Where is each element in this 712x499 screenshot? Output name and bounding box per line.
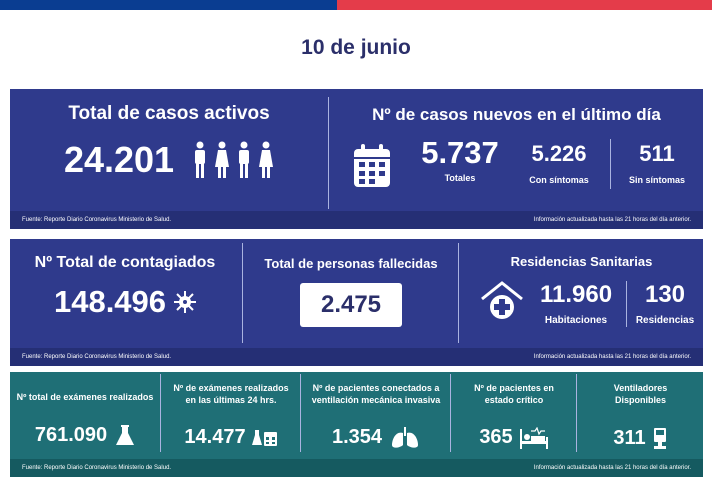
tests-24h-cell: Nº de exámenes realizados en las últimas…	[162, 372, 300, 449]
report-date: 10 de junio	[301, 36, 411, 59]
residencias-count-value: 130	[644, 281, 686, 308]
habitaciones: 11.960 Habitaciones	[530, 281, 622, 326]
panel-hospital: Nº total de exámenes realizados 761.090 …	[10, 372, 703, 477]
critical-title: Nº de pacientes en estado crítico	[474, 383, 554, 405]
flask-calendar-icon	[251, 429, 277, 446]
fallecidos-title: Total de personas fallecidas	[264, 256, 438, 271]
contagiados-cell: Nº Total de contagiados 148.496	[10, 239, 240, 320]
panel1-updated: Información actualizada hasta las 21 hor…	[533, 217, 691, 223]
panel3-divider-4	[576, 374, 577, 452]
contagiados-title: Nº Total de contagiados	[34, 254, 216, 271]
flask-icon	[116, 424, 135, 445]
panel2-divider-2	[458, 243, 459, 343]
panel3-updated: Información actualizada hasta las 21 hor…	[533, 465, 691, 471]
panel-totals: Nº Total de contagiados 148.496 Total de…	[10, 239, 703, 366]
new-no-symptoms: 511 Sin síntomas	[614, 141, 700, 185]
new-cases-subdivider	[610, 139, 611, 189]
ventilator-icon	[653, 428, 666, 449]
panel2-updated: Información actualizada hasta las 21 hor…	[533, 354, 691, 360]
panel3-divider-1	[160, 374, 161, 452]
tests-total-title: Nº total de exámenes realizados	[16, 392, 154, 402]
active-cases-title: Total de casos activos	[68, 103, 270, 124]
fallecidos-value: 2.475	[300, 283, 402, 327]
ventilators-cell: Ventiladores Disponibles 311	[578, 372, 703, 450]
house-medical-icon	[480, 279, 524, 326]
new-total: 5.737 Totales	[410, 135, 510, 183]
residencias-title: Residencias Sanitarias	[510, 254, 653, 269]
panel1-source: Fuente: Reporte Diario Coronavirus Minis…	[22, 217, 172, 223]
panel1-divider	[328, 97, 329, 209]
panel3-source: Fuente: Reporte Diario Coronavirus Minis…	[22, 465, 172, 471]
calendar-icon	[352, 143, 392, 194]
critical-value: 365	[479, 426, 513, 448]
panel3-divider-3	[450, 374, 451, 452]
critical-cell: Nº de pacientes en estado crítico 365	[452, 372, 576, 449]
hospital-bed-icon	[519, 426, 548, 449]
top-bar-blue	[0, 0, 337, 10]
residencias-cell: Residencias Sanitarias 11.960 Habitacion…	[460, 239, 703, 327]
habitaciones-value: 11.960	[539, 281, 613, 308]
ventilators-value: 311	[613, 426, 646, 449]
tests-24h-value: 14.477	[184, 426, 246, 448]
panel3-divider-2	[300, 374, 301, 452]
tests-total-value: 761.090	[34, 424, 108, 446]
active-cases-cell: Total de casos activos 24.201	[10, 89, 328, 181]
new-symptoms-label: Con síntomas	[529, 175, 589, 185]
tests-24h-title: Nº de exámenes realizados en las últimas…	[173, 383, 289, 405]
people-icon	[192, 141, 274, 179]
contagiados-value: 148.496	[53, 284, 167, 319]
residencias-count-label: Residencias	[635, 315, 695, 326]
panel1-footer: Fuente: Reporte Diario Coronavirus Minis…	[10, 211, 703, 229]
panel2-footer: Fuente: Reporte Diario Coronavirus Minis…	[10, 348, 703, 366]
new-cases-cell: Nº de casos nuevos en el último día 5.73…	[330, 89, 703, 189]
panel-active-cases: Total de casos activos 24.201 Nº de caso…	[10, 89, 703, 229]
lungs-icon	[392, 426, 419, 448]
new-symptoms: 5.226 Con síntomas	[516, 141, 602, 185]
panel2-divider-1	[242, 243, 243, 343]
ventilators-title: Ventiladores Disponibles	[613, 383, 668, 405]
ventilated-cell: Nº de pacientes conectados a ventilación…	[302, 372, 450, 449]
new-no-symptoms-label: Sin síntomas	[628, 175, 685, 185]
residencias-subdivider	[626, 281, 627, 327]
active-cases-value: 24.201	[63, 139, 175, 180]
new-cases-title: Nº de casos nuevos en el último día	[372, 105, 661, 124]
habitaciones-label: Habitaciones	[544, 315, 608, 326]
residencias-count: 130 Residencias	[630, 281, 700, 326]
top-bar-red	[337, 0, 712, 10]
virus-icon	[174, 291, 197, 313]
new-total-label: Totales	[444, 173, 476, 183]
ventilated-title: Nº de pacientes conectados a ventilación…	[311, 383, 441, 405]
panel3-footer: Fuente: Reporte Diario Coronavirus Minis…	[10, 459, 703, 477]
new-total-value: 5.737	[421, 135, 499, 170]
new-no-symptoms-value: 511	[639, 141, 675, 166]
fallecidos-cell: Total de personas fallecidas 2.475	[244, 239, 458, 327]
new-symptoms-value: 5.226	[531, 141, 587, 166]
panel2-source: Fuente: Reporte Diario Coronavirus Minis…	[22, 354, 172, 360]
top-color-bar	[0, 0, 712, 10]
ventilated-value: 1.354	[331, 426, 383, 448]
tests-total-cell: Nº total de exámenes realizados 761.090	[10, 372, 160, 447]
